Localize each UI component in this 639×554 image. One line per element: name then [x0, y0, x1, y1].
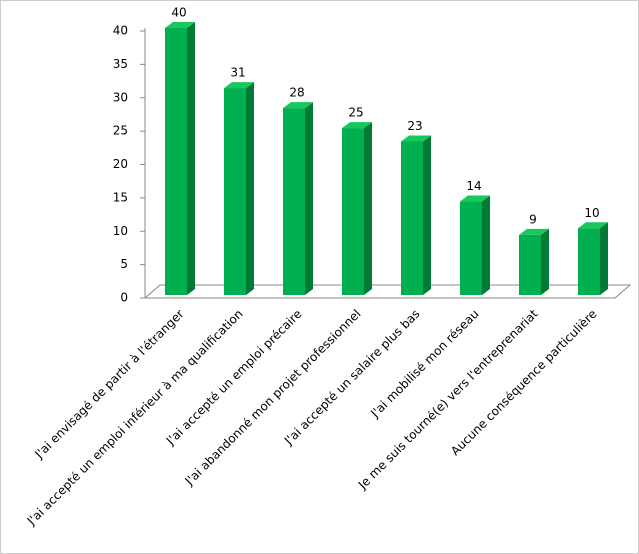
- bar-side: [541, 228, 549, 295]
- bar-top: [224, 82, 254, 89]
- value-label: 25: [348, 106, 363, 120]
- bar-top: [578, 222, 608, 229]
- bar-top: [519, 228, 549, 235]
- bar-side: [364, 122, 372, 295]
- bar: [224, 88, 246, 295]
- bar-top: [165, 22, 195, 28]
- bar: [460, 201, 482, 295]
- bar: [283, 108, 305, 295]
- bar-top: [401, 135, 431, 142]
- y-tick-label: 10: [113, 224, 128, 238]
- bar-side: [600, 222, 608, 295]
- bar-side: [246, 82, 254, 295]
- value-label: 40: [171, 6, 186, 20]
- bar: [401, 141, 423, 295]
- floor: [143, 284, 632, 299]
- value-label: 10: [584, 206, 599, 220]
- y-tick-label: 40: [113, 24, 128, 38]
- bar-side: [423, 135, 431, 295]
- y-tick-label: 0: [120, 291, 128, 305]
- y-tick-label: 35: [113, 57, 128, 71]
- value-label: 23: [407, 119, 422, 133]
- bar-side: [305, 102, 313, 295]
- bar: [342, 128, 364, 295]
- y-tick-label: 5: [120, 257, 128, 271]
- y-tick-label: 30: [113, 90, 128, 104]
- bar-side: [187, 22, 195, 295]
- y-tick-label: 20: [113, 157, 128, 171]
- bar-top: [342, 122, 372, 129]
- y-tick-label: 15: [113, 190, 128, 204]
- value-label: 31: [230, 66, 245, 80]
- y-tick-label: 25: [113, 124, 128, 138]
- bar: [165, 28, 187, 295]
- bar-top: [460, 195, 490, 202]
- value-label: 28: [289, 86, 304, 100]
- value-label: 9: [529, 212, 537, 226]
- value-label: 14: [466, 179, 481, 193]
- bar: [519, 234, 541, 295]
- bar: [578, 228, 600, 295]
- bar-top: [283, 102, 313, 109]
- bar-side: [482, 195, 490, 295]
